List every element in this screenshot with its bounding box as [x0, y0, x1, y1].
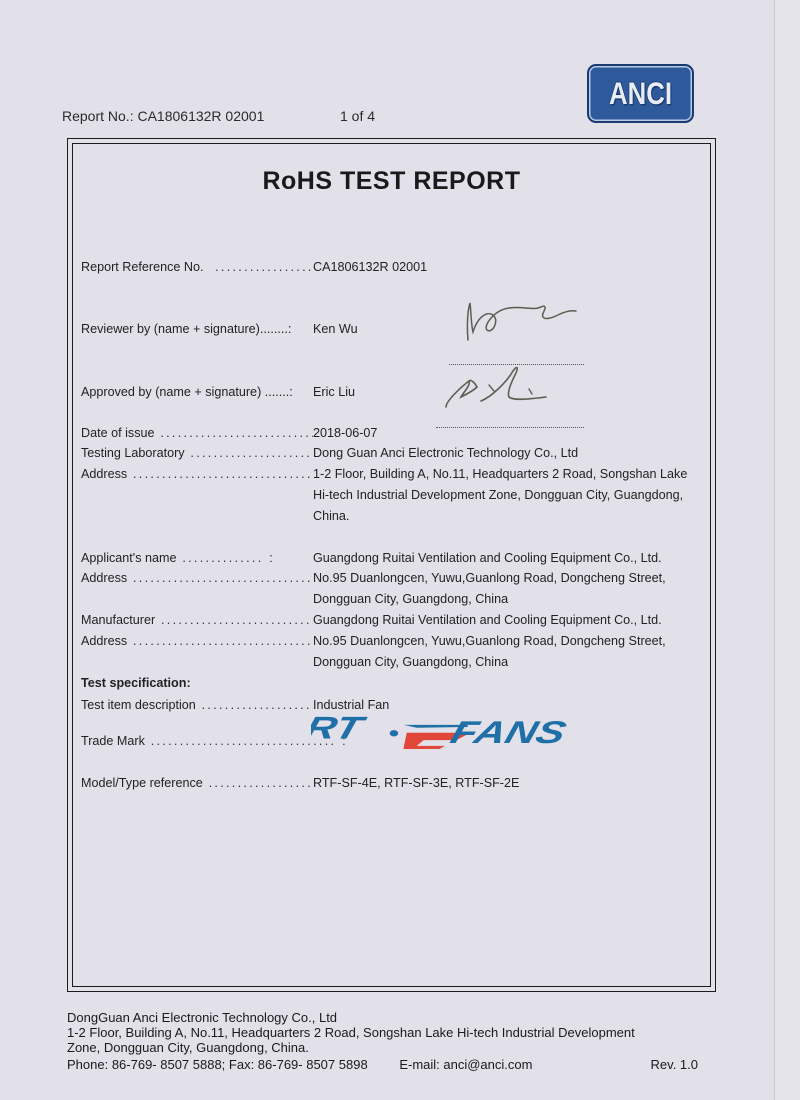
- svg-text:RT: RT: [311, 711, 370, 746]
- svg-text:FANS: FANS: [447, 716, 570, 749]
